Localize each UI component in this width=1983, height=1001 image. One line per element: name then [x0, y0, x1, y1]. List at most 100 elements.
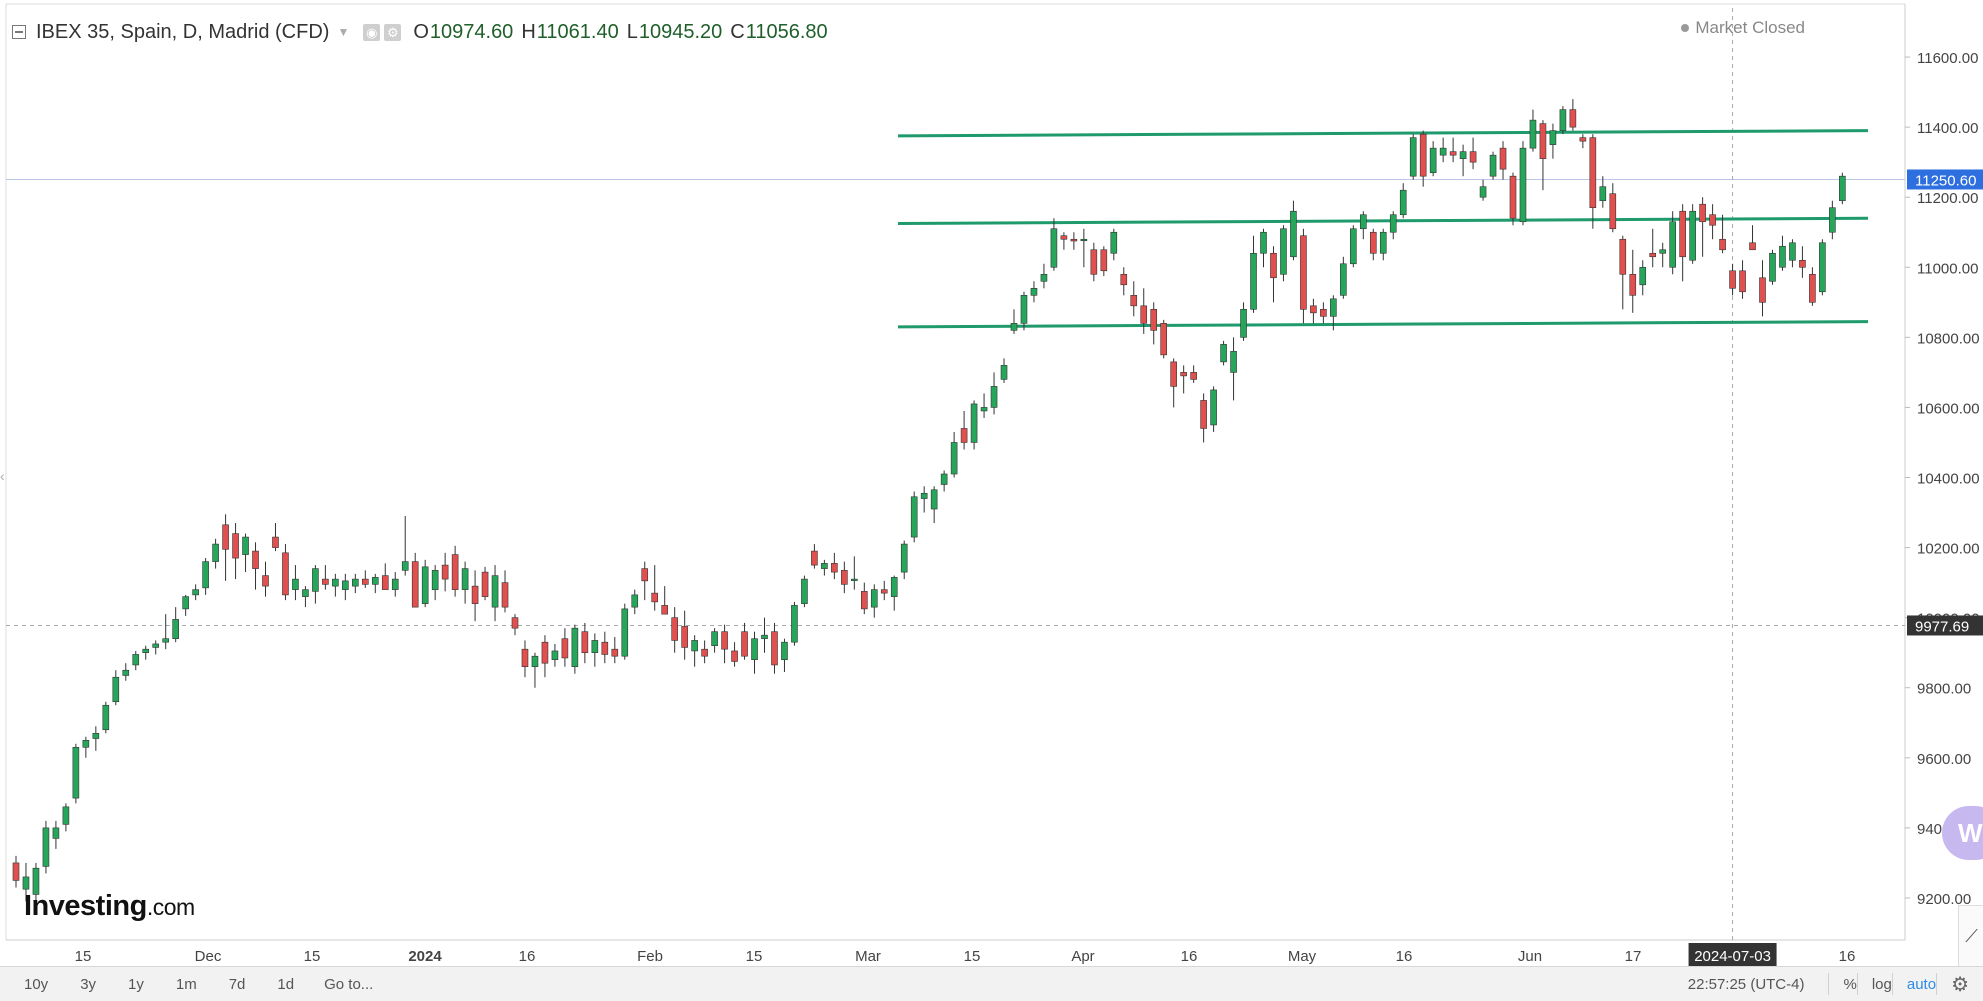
candle-body-up	[1549, 130, 1557, 145]
candle-body-up	[142, 648, 150, 653]
gear-icon[interactable]: ⚙	[384, 23, 402, 41]
caret-down-icon[interactable]: ▼	[337, 25, 350, 39]
crosshair-date-badge	[1688, 943, 1777, 966]
candle	[641, 561, 649, 601]
time-tick-label: 16	[519, 948, 536, 965]
candle-body-down	[721, 631, 728, 650]
candle-body-up	[1040, 273, 1048, 282]
candle-body-down	[561, 638, 569, 659]
candle-body-down	[232, 533, 239, 559]
range-1d[interactable]: 1d	[277, 975, 295, 993]
candle-body-up	[22, 876, 30, 890]
candle	[461, 561, 469, 604]
range-1y[interactable]: 1y	[128, 975, 144, 993]
range-1m[interactable]: 1m	[175, 975, 197, 993]
candle-body-up	[1220, 344, 1227, 363]
floating-widget-icon[interactable]: W	[1942, 806, 1983, 860]
clock-timezone[interactable]: 22:57:25 (UTC-4)	[1687, 975, 1805, 993]
candle-body-down	[1140, 305, 1148, 324]
candle	[312, 565, 319, 604]
candle-body-down	[741, 631, 748, 657]
trend-line[interactable]	[897, 320, 1869, 329]
time-tick-label: Jun	[1518, 948, 1542, 965]
trend-line[interactable]	[897, 216, 1869, 225]
candle-body-up	[1020, 295, 1028, 324]
candle-body-down	[441, 564, 449, 580]
settings-gear-icon[interactable]: ⚙	[1951, 973, 1969, 996]
candle-body-up	[1110, 231, 1118, 254]
candle-body-down	[1809, 273, 1816, 303]
candle	[581, 622, 589, 664]
candle-body-down	[1699, 203, 1706, 223]
candle-body-down	[601, 641, 609, 655]
percent-toggle[interactable]: %	[1843, 975, 1857, 993]
candle-body-down	[661, 605, 669, 615]
candle	[990, 372, 998, 415]
candle-body-up	[1210, 389, 1217, 426]
chart-canvas[interactable]: 11600.00 11400.00 11200.00 11000.00 10800.00…	[0, 0, 1983, 966]
candle	[252, 542, 259, 590]
candle	[821, 559, 828, 576]
eye-icon[interactable]: ◉	[363, 23, 381, 41]
candle	[1360, 211, 1367, 240]
candle	[1709, 204, 1716, 240]
candle-body-up	[571, 627, 579, 668]
candle-body-down	[1579, 137, 1587, 142]
instrument-title[interactable]: IBEX 35, Spain, D, Madrid (CFD)	[36, 20, 330, 43]
candle	[711, 628, 718, 653]
candle-body-up	[1839, 175, 1846, 202]
candle-body-up	[1639, 266, 1647, 286]
candle	[332, 573, 339, 597]
candle	[631, 589, 639, 615]
auto-toggle[interactable]: auto	[1906, 975, 1937, 993]
trend-line[interactable]	[897, 129, 1869, 138]
range-7d[interactable]: 7d	[228, 975, 246, 993]
candle-body-up	[1350, 228, 1357, 265]
candle-body-up	[202, 561, 209, 589]
side-panel-handle-icon[interactable]: ‹	[0, 468, 5, 484]
candle-body-up	[781, 641, 788, 660]
candle	[860, 582, 868, 615]
candle-body-down	[1709, 214, 1716, 226]
candle-body-down	[1469, 151, 1477, 163]
candle	[1340, 256, 1347, 299]
crosshair-price-badge	[1907, 615, 1983, 636]
candle-body-up	[900, 543, 908, 573]
candle-body-down	[1759, 277, 1766, 303]
candle	[322, 565, 329, 590]
candle	[212, 538, 219, 569]
market-status: Market Closed	[1681, 18, 1805, 38]
candle	[1769, 249, 1776, 285]
candle	[910, 491, 918, 543]
candle	[262, 561, 269, 597]
candle	[1739, 260, 1746, 299]
candle-body-up	[751, 638, 758, 660]
collapse-icon[interactable]	[12, 25, 26, 39]
candle-body-up	[1050, 228, 1058, 268]
candle	[691, 635, 698, 667]
ohlc-low: L10945.20	[626, 20, 723, 43]
log-toggle[interactable]: log	[1871, 975, 1892, 993]
drawing-tool-icon[interactable]: ⟋	[1958, 905, 1983, 967]
candle-body-up	[1459, 151, 1467, 159]
candle-body-down	[1539, 123, 1547, 159]
candle	[1699, 197, 1706, 257]
range-10y[interactable]: 10y	[24, 975, 49, 993]
candle-body-up	[1240, 309, 1247, 338]
candle-body-down	[481, 571, 489, 597]
candle	[1140, 288, 1148, 334]
candle-body-up	[1599, 186, 1607, 202]
candle-body-up	[1409, 137, 1417, 177]
candle-body-up	[761, 634, 768, 639]
candle	[900, 540, 908, 580]
candle	[1649, 228, 1657, 268]
candle-body-down	[322, 578, 329, 585]
candle	[561, 628, 569, 667]
candle	[192, 584, 199, 601]
candle-body-down	[1739, 270, 1746, 293]
trend-lines[interactable]	[897, 129, 1869, 329]
range-3y[interactable]: 3y	[80, 975, 97, 993]
goto-button[interactable]: Go to...	[324, 975, 374, 993]
candle-body-up	[1010, 323, 1018, 331]
